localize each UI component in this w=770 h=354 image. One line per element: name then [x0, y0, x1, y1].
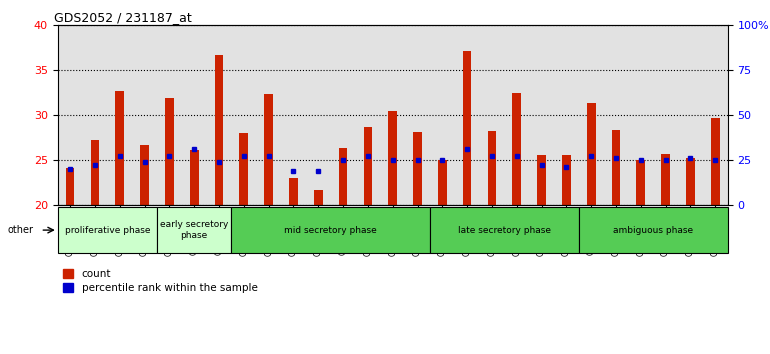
Bar — [339, 148, 347, 205]
Text: GDS2052 / 231187_at: GDS2052 / 231187_at — [55, 11, 192, 24]
Bar — [232, 25, 256, 205]
Bar — [157, 207, 232, 253]
Bar — [58, 25, 82, 205]
Bar — [430, 207, 579, 253]
Bar — [82, 25, 107, 205]
Bar — [413, 132, 422, 205]
Bar — [529, 25, 554, 205]
Bar — [703, 25, 728, 205]
Bar — [405, 25, 430, 205]
Bar — [661, 154, 670, 205]
Legend: count, percentile rank within the sample: count, percentile rank within the sample — [63, 269, 258, 293]
Bar — [678, 25, 703, 205]
Bar — [330, 25, 356, 205]
Bar — [206, 25, 232, 205]
Bar — [653, 25, 678, 205]
Bar — [306, 25, 330, 205]
Text: other: other — [8, 225, 34, 235]
Bar — [132, 25, 157, 205]
Bar — [190, 150, 199, 205]
Bar — [562, 155, 571, 205]
Bar — [215, 56, 223, 205]
Bar — [604, 25, 628, 205]
Bar — [116, 91, 124, 205]
Text: proliferative phase: proliferative phase — [65, 225, 150, 235]
Bar — [686, 158, 695, 205]
Bar — [182, 25, 206, 205]
Text: late secretory phase: late secretory phase — [458, 225, 551, 235]
Bar — [281, 25, 306, 205]
Text: mid secretory phase: mid secretory phase — [284, 225, 377, 235]
Bar — [537, 155, 546, 205]
Bar — [314, 190, 323, 205]
Bar — [611, 130, 621, 205]
Bar — [463, 51, 471, 205]
Bar — [628, 25, 653, 205]
Bar — [388, 110, 397, 205]
Bar — [438, 160, 447, 205]
Bar — [711, 118, 720, 205]
Bar — [504, 25, 529, 205]
Bar — [140, 145, 149, 205]
Bar — [165, 98, 174, 205]
Bar — [430, 25, 455, 205]
Bar — [363, 127, 372, 205]
Text: early secretory
phase: early secretory phase — [160, 221, 229, 240]
Bar — [289, 178, 298, 205]
Bar — [587, 103, 595, 205]
Bar — [239, 133, 248, 205]
Bar — [480, 25, 504, 205]
Bar — [157, 25, 182, 205]
Bar — [232, 207, 430, 253]
Bar — [512, 93, 521, 205]
Bar — [256, 25, 281, 205]
Bar — [487, 131, 497, 205]
Bar — [356, 25, 380, 205]
Bar — [554, 25, 579, 205]
Bar — [579, 25, 604, 205]
Text: ambiguous phase: ambiguous phase — [613, 225, 693, 235]
Bar — [637, 160, 645, 205]
Bar — [264, 94, 273, 205]
Bar — [579, 207, 728, 253]
Bar — [58, 207, 157, 253]
Bar — [107, 25, 132, 205]
Bar — [91, 140, 99, 205]
Bar — [65, 168, 75, 205]
Bar — [455, 25, 480, 205]
Bar — [380, 25, 405, 205]
